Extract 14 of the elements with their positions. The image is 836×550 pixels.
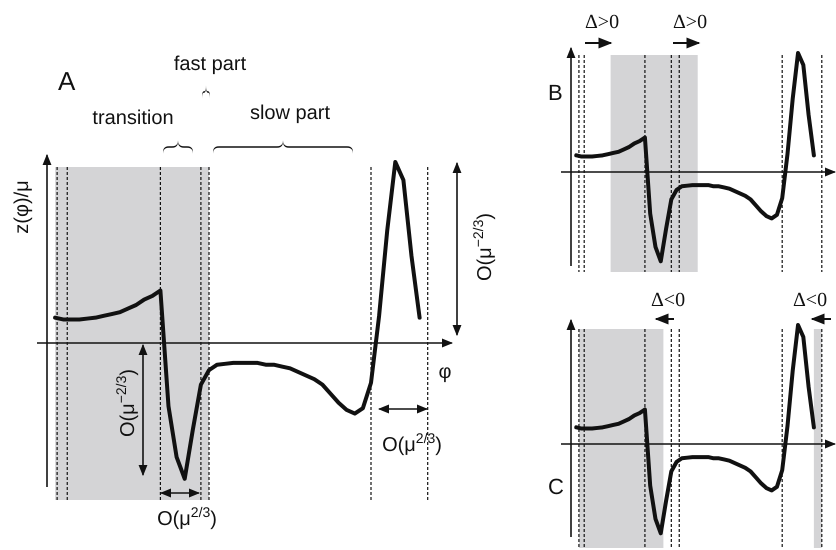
chart-title: A <box>58 66 76 96</box>
annotation: O(μ$^{2/3}$) <box>382 430 442 456</box>
text: Δ>0 <box>672 11 708 33</box>
text: fast part <box>174 53 247 75</box>
text: Δ<0 <box>650 289 686 311</box>
text: slow part <box>250 102 330 124</box>
text: B <box>548 80 563 105</box>
x-axis-title: φ <box>438 361 452 383</box>
y-axis-title: z(φ)/μ <box>11 180 33 234</box>
text: Δ>0 <box>584 11 620 33</box>
text: O(μ$^{2/3}$) <box>157 504 217 530</box>
text: Δ<0 <box>792 289 828 311</box>
text: C <box>548 474 564 499</box>
text: transition <box>92 107 174 129</box>
